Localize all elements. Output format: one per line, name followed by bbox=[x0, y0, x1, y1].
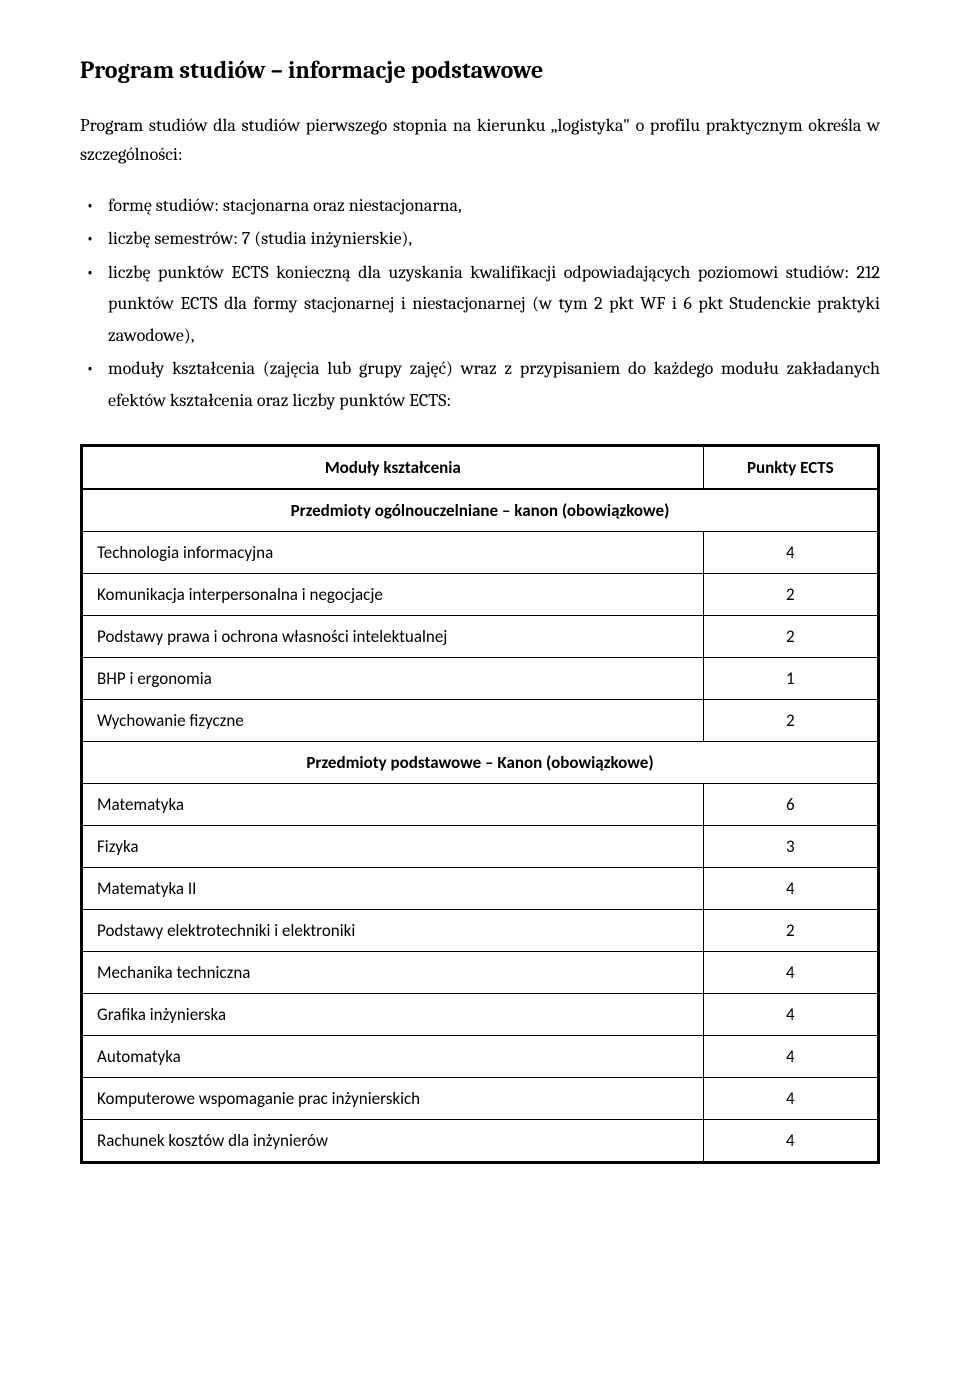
table-row: Technologia informacyjna 4 bbox=[82, 532, 879, 574]
module-name: Matematyka bbox=[82, 784, 704, 826]
module-ects: 6 bbox=[703, 784, 878, 826]
table-row: Komputerowe wspomaganie prac inżynierski… bbox=[82, 1078, 879, 1120]
module-ects: 2 bbox=[703, 616, 878, 658]
module-name: Komputerowe wspomaganie prac inżynierski… bbox=[82, 1078, 704, 1120]
section-header-row: Przedmioty podstawowe – Kanon (obowiązko… bbox=[82, 742, 879, 784]
module-name: Grafika inżynierska bbox=[82, 994, 704, 1036]
module-ects: 4 bbox=[703, 1036, 878, 1078]
module-name: Komunikacja interpersonalna i negocjacje bbox=[82, 574, 704, 616]
module-name: Podstawy prawa i ochrona własności intel… bbox=[82, 616, 704, 658]
table-row: Matematyka 6 bbox=[82, 784, 879, 826]
module-ects: 4 bbox=[703, 1120, 878, 1163]
bullet-item: moduły kształcenia (zajęcia lub grupy za… bbox=[80, 353, 880, 416]
table-row: Podstawy prawa i ochrona własności intel… bbox=[82, 616, 879, 658]
module-ects: 4 bbox=[703, 532, 878, 574]
intro-paragraph: Program studiów dla studiów pierwszego s… bbox=[80, 112, 880, 170]
page-title: Program studiów – informacje podstawowe bbox=[80, 56, 880, 84]
modules-table: Moduły kształcenia Punkty ECTS Przedmiot… bbox=[80, 444, 880, 1164]
page: Program studiów – informacje podstawowe … bbox=[0, 0, 960, 1204]
table-row: Komunikacja interpersonalna i negocjacje… bbox=[82, 574, 879, 616]
table-row: Automatyka 4 bbox=[82, 1036, 879, 1078]
module-name: BHP i ergonomia bbox=[82, 658, 704, 700]
module-name: Fizyka bbox=[82, 826, 704, 868]
table-row: Podstawy elektrotechniki i elektroniki 2 bbox=[82, 910, 879, 952]
module-ects: 2 bbox=[703, 574, 878, 616]
table-row: BHP i ergonomia 1 bbox=[82, 658, 879, 700]
bullet-item: liczbę punktów ECTS konieczną dla uzyska… bbox=[80, 257, 880, 352]
module-name: Technologia informacyjna bbox=[82, 532, 704, 574]
bullet-list: formę studiów: stacjonarna oraz niestacj… bbox=[80, 190, 880, 417]
table-row: Fizyka 3 bbox=[82, 826, 879, 868]
table-row: Wychowanie fizyczne 2 bbox=[82, 700, 879, 742]
table-row: Grafika inżynierska 4 bbox=[82, 994, 879, 1036]
module-ects: 4 bbox=[703, 868, 878, 910]
module-name: Automatyka bbox=[82, 1036, 704, 1078]
section-header: Przedmioty podstawowe – Kanon (obowiązko… bbox=[82, 742, 879, 784]
module-ects: 3 bbox=[703, 826, 878, 868]
module-ects: 2 bbox=[703, 700, 878, 742]
table-row: Matematyka II 4 bbox=[82, 868, 879, 910]
bullet-item: liczbę semestrów: 7 (studia inżynierskie… bbox=[80, 223, 880, 255]
module-ects: 4 bbox=[703, 994, 878, 1036]
header-ects: Punkty ECTS bbox=[703, 446, 878, 490]
module-name: Mechanika techniczna bbox=[82, 952, 704, 994]
module-name: Matematyka II bbox=[82, 868, 704, 910]
module-ects: 4 bbox=[703, 952, 878, 994]
table-row: Mechanika techniczna 4 bbox=[82, 952, 879, 994]
section-header-row: Przedmioty ogólnouczelniane – kanon (obo… bbox=[82, 489, 879, 532]
module-ects: 1 bbox=[703, 658, 878, 700]
module-ects: 4 bbox=[703, 1078, 878, 1120]
module-name: Podstawy elektrotechniki i elektroniki bbox=[82, 910, 704, 952]
module-name: Wychowanie fizyczne bbox=[82, 700, 704, 742]
bullet-item: formę studiów: stacjonarna oraz niestacj… bbox=[80, 190, 880, 222]
section-header: Przedmioty ogólnouczelniane – kanon (obo… bbox=[82, 489, 879, 532]
module-name: Rachunek kosztów dla inżynierów bbox=[82, 1120, 704, 1163]
header-module: Moduły kształcenia bbox=[82, 446, 704, 490]
module-ects: 2 bbox=[703, 910, 878, 952]
table-row: Rachunek kosztów dla inżynierów 4 bbox=[82, 1120, 879, 1163]
table-header-row: Moduły kształcenia Punkty ECTS bbox=[82, 446, 879, 490]
